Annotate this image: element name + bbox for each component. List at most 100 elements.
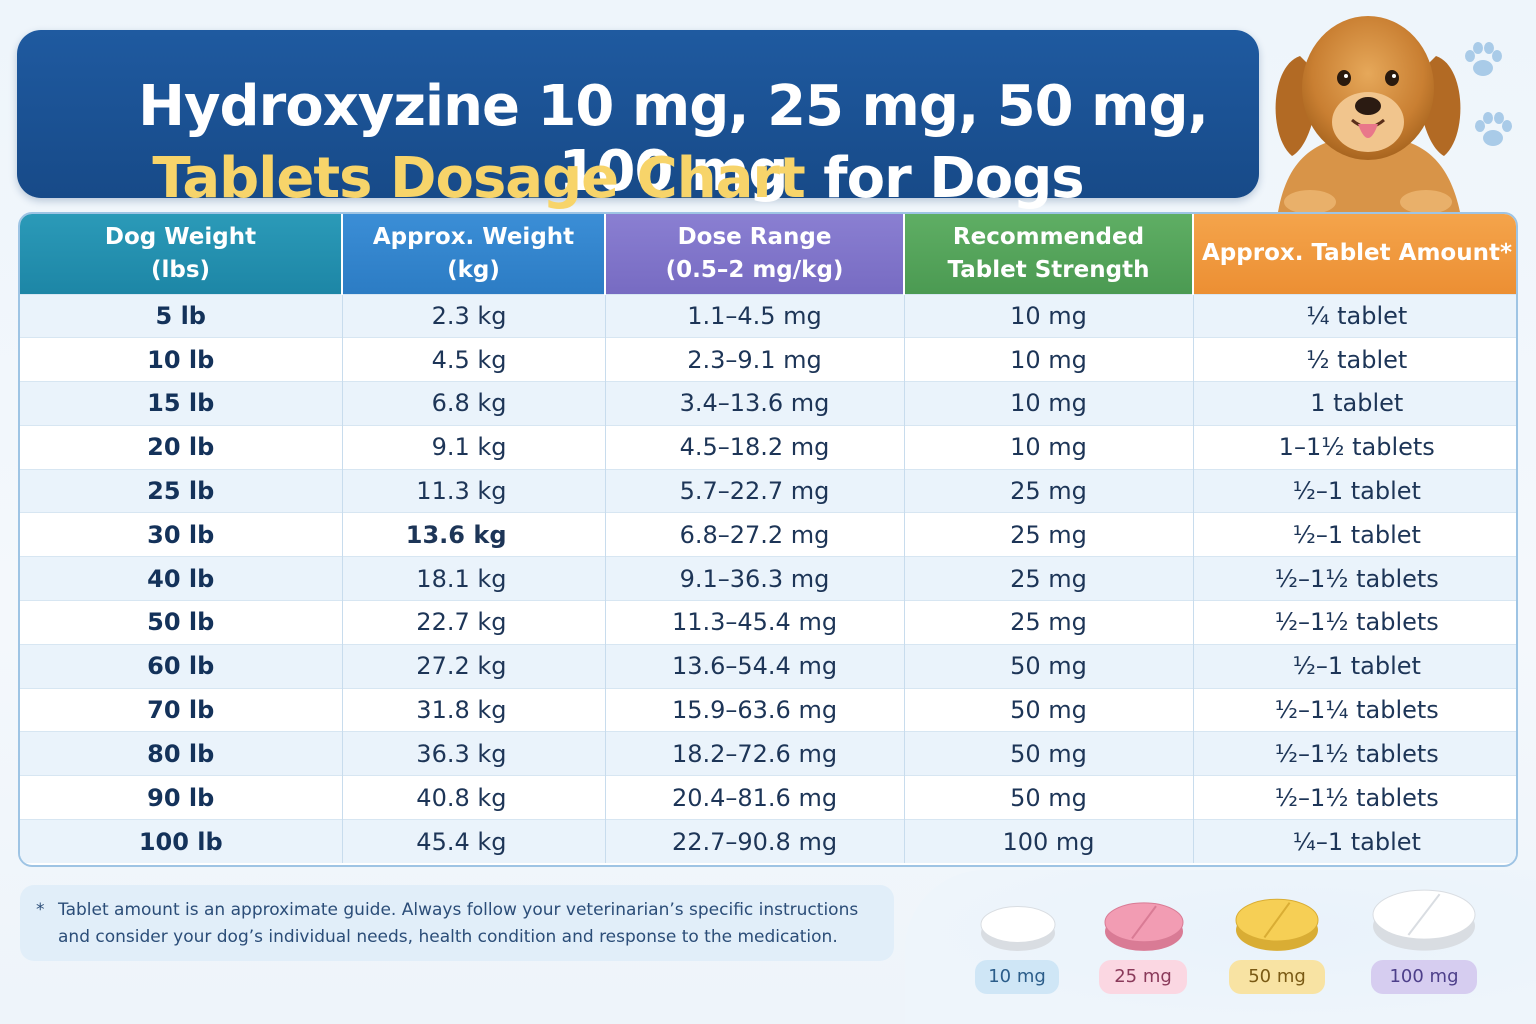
cell-dose-range: 9.1–36.3 mg [605,556,905,601]
title-highlight: Tablets Dosage Chart [152,146,805,211]
cell-weight-kg: 6.8 kg [342,381,606,426]
cell-dose-range: 20.4–81.6 mg [605,775,905,820]
cell-tablet-amount: ½–1½ tablets [1193,731,1516,776]
footnote-text: Tablet amount is an approximate guide. A… [58,900,859,947]
table-row: 60 lb 27.2 kg 13.6–54.4 mg 50 mg ½–1 tablet [20,643,1516,689]
table-row: 90 lb 40.8 kg 20.4–81.6 mg 50 mg ½–1½ tablet… [20,775,1516,820]
round-pink-tablet-icon [1104,902,1184,951]
cell-tablet-strength: 25 mg [904,556,1194,601]
cell-tablet-strength: 100 mg [904,819,1194,864]
cell-weight-lbs: 40 lb [20,556,343,601]
footnote-marker: * [36,900,45,920]
cell-dose-range: 3.4–13.6 mg [605,381,905,426]
cell-weight-lbs: 15 lb [20,381,343,426]
cell-tablet-amount: ½–1 tablet [1193,468,1516,513]
table-row: 80 lb 36.3 kg 18.2–72.6 mg 50 mg ½–1½ tablet… [20,731,1516,776]
tablet-strength-label: 50 mg [1229,960,1325,994]
cell-tablet-strength: 10 mg [904,381,1194,426]
table-row: 100 lb 45.4 kg 22.7–90.8 mg 100 mg ¼–1 table… [20,819,1516,864]
paw-print-icon [1475,112,1512,146]
header-label: Approx. Weight [372,223,575,250]
table-row: 15 lb 6.8 kg 3.4–13.6 mg 10 mg 1 tablet [20,381,1516,426]
cell-weight-kg: 36.3 kg [342,731,606,776]
paw-print-icon [1465,42,1502,76]
header-sublabel: Tablet Strength [947,256,1150,283]
cell-tablet-strength: 50 mg [904,643,1194,689]
header-label: Approx. Tablet Amount* [1202,240,1512,267]
table-body: 5 lb 2.3 kg 1.1–4.5 mg 10 mg ¼ tablet 10 lb 4.… [20,293,1516,864]
cell-dose-range: 4.5–18.2 mg [605,424,905,470]
cell-dose-range: 18.2–72.6 mg [605,731,905,776]
cell-weight-kg: 13.6 kg [342,512,606,557]
tablet-strength-label: 25 mg [1099,960,1187,994]
cell-tablet-amount: ¼–1 tablet [1193,819,1516,864]
cell-tablet-strength: 25 mg [904,512,1194,557]
cell-tablet-strength: 10 mg [904,337,1194,382]
cell-tablet-strength: 25 mg [904,600,1194,645]
header-label: Dose Range [677,223,832,250]
cell-weight-kg: 18.1 kg [342,556,606,601]
table-row: 70 lb 31.8 kg 15.9–63.6 mg 50 mg ½–1¼ tablet… [20,687,1516,732]
cell-tablet-strength: 10 mg [904,424,1194,470]
tablet-strength-label: 10 mg [975,960,1059,994]
round-white-tablet-icon [980,906,1056,951]
cell-tablet-amount: 1 tablet [1193,381,1516,426]
cell-dose-range: 15.9–63.6 mg [605,687,905,732]
footnote: * Tablet amount is an approximate guide.… [20,885,894,961]
cell-weight-kg: 9.1 kg [342,424,606,470]
cell-dose-range: 1.1–4.5 mg [605,293,905,338]
cell-weight-lbs: 90 lb [20,775,343,820]
header-approx-weight-kg: Approx. Weight (kg) [342,214,606,294]
cell-tablet-strength: 50 mg [904,687,1194,732]
title-line-1: Hydroxyzine 10 mg, 25 mg, 50 mg, 100 mg [138,74,1209,204]
header-dog-weight-lbs: Dog Weight (lbs) [20,214,343,294]
table-row: 5 lb 2.3 kg 1.1–4.5 mg 10 mg ¼ tablet [20,293,1516,338]
golden-retriever-icon [1275,16,1461,212]
cell-weight-kg: 40.8 kg [342,775,606,820]
cell-weight-lbs: 30 lb [20,512,343,557]
cell-dose-range: 5.7–22.7 mg [605,468,905,513]
cell-weight-lbs: 25 lb [20,468,343,513]
cell-dose-range: 6.8–27.2 mg [605,512,905,557]
header-label: Dog Weight [104,223,257,250]
tablet-strength-label: 100 mg [1371,960,1477,994]
cell-weight-lbs: 70 lb [20,687,343,732]
cell-tablet-amount: 1–1½ tablets [1193,424,1516,470]
cell-weight-kg: 4.5 kg [342,337,606,382]
table-header-row: Dog Weight (lbs) Approx. Weight (kg) Dose Ra… [20,214,1516,294]
title-line-2: Tablets Dosage Chart for Dogs [17,146,1259,211]
title-banner: Hydroxyzine 10 mg, 25 mg, 50 mg, 100 mg … [17,30,1259,211]
table-row: 20 lb 9.1 kg 4.5–18.2 mg 10 mg 1–1½ tablets [20,424,1516,470]
cell-tablet-amount: ½–1¼ tablets [1193,687,1516,732]
cell-weight-lbs: 100 lb [20,819,343,864]
round-yellow-tablet-icon [1235,898,1319,951]
header-sublabel: (lbs) [150,256,211,283]
cell-weight-kg: 11.3 kg [342,468,606,513]
cell-weight-lbs: 80 lb [20,731,343,776]
table-row: 10 lb 4.5 kg 2.3–9.1 mg 10 mg ½ tablet [20,337,1516,382]
cell-dose-range: 2.3–9.1 mg [605,337,905,382]
title-rest: for Dogs [804,146,1084,211]
cell-tablet-amount: ½–1½ tablets [1193,775,1516,820]
cell-weight-lbs: 60 lb [20,643,343,689]
header-approx-tablet-amount: Approx. Tablet Amount* [1193,214,1516,294]
cell-tablet-amount: ½ tablet [1193,337,1516,382]
cell-weight-kg: 45.4 kg [342,819,606,864]
tablet-legend: 10 mg 25 mg 50 mg 100 mg [905,870,1536,1024]
dosage-table: Dog Weight (lbs) Approx. Weight (kg) Dose Ra… [18,212,1518,867]
cell-weight-lbs: 10 lb [20,337,343,382]
header-dose-range: Dose Range (0.5–2 mg/kg) [605,214,905,294]
cell-tablet-strength: 50 mg [904,775,1194,820]
header-sublabel: (0.5–2 mg/kg) [665,256,844,283]
table-row: 25 lb 11.3 kg 5.7–22.7 mg 25 mg ½–1 tablet [20,468,1516,513]
cell-tablet-amount: ½–1½ tablets [1193,556,1516,601]
cell-weight-lbs: 20 lb [20,424,343,470]
cell-dose-range: 13.6–54.4 mg [605,643,905,689]
header-recommended-strength: Recommended Tablet Strength [904,214,1194,294]
cell-weight-kg: 31.8 kg [342,687,606,732]
round-white-large-tablet-icon [1372,889,1476,951]
table-row: 30 lb 13.6 kg 6.8–27.2 mg 25 mg ½–1 tablet [20,512,1516,557]
cell-weight-kg: 22.7 kg [342,600,606,645]
cell-tablet-strength: 25 mg [904,468,1194,513]
cell-tablet-strength: 10 mg [904,293,1194,338]
